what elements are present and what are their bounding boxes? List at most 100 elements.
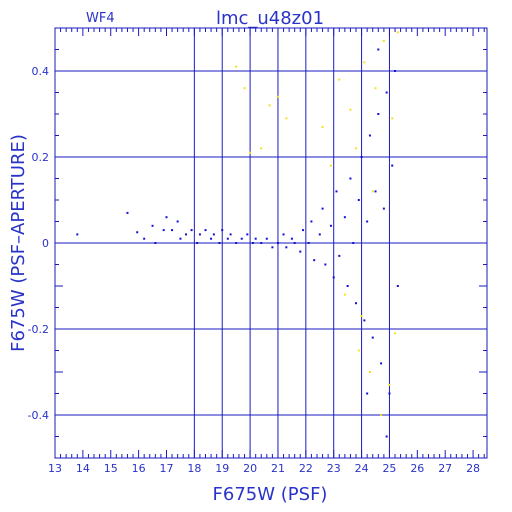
x-tick-label: 17 xyxy=(159,462,173,475)
data-point xyxy=(196,242,199,244)
plot-frame xyxy=(54,27,488,459)
x-tick-label: 25 xyxy=(382,462,396,475)
data-point xyxy=(355,302,358,305)
data-point xyxy=(282,233,285,236)
data-point xyxy=(151,224,154,227)
data-point xyxy=(349,108,352,111)
data-point xyxy=(396,31,399,34)
y-tick-label: 0 xyxy=(42,237,49,250)
grid-lines xyxy=(55,28,487,458)
data-point xyxy=(366,392,369,395)
data-point xyxy=(335,190,338,193)
data-point xyxy=(385,91,388,94)
data-point xyxy=(321,125,324,128)
x-tick-label: 14 xyxy=(76,462,90,475)
data-point xyxy=(302,229,305,232)
data-point xyxy=(360,315,363,318)
data-point xyxy=(382,39,385,42)
data-point xyxy=(229,233,232,236)
data-point xyxy=(391,117,394,120)
data-point xyxy=(276,242,279,244)
data-point xyxy=(357,349,360,352)
data-point xyxy=(171,229,174,232)
data-point xyxy=(184,233,187,236)
x-tick-label: 24 xyxy=(355,462,369,475)
data-point xyxy=(235,65,238,68)
data-point xyxy=(329,224,332,227)
panel-label: WF4 xyxy=(86,11,115,26)
x-tick-label: 27 xyxy=(438,462,452,475)
data-point xyxy=(190,229,193,232)
data-point xyxy=(276,95,279,98)
data-point xyxy=(394,70,397,72)
x-tick-label: 23 xyxy=(327,462,341,475)
x-tick-label: 18 xyxy=(187,462,201,475)
data-point xyxy=(310,220,313,223)
data-point xyxy=(179,237,182,240)
data-point xyxy=(246,233,249,236)
data-point xyxy=(396,285,399,287)
data-point xyxy=(265,237,268,240)
data-point xyxy=(235,242,238,244)
data-point xyxy=(260,147,263,150)
data-point xyxy=(243,87,246,90)
y-tick-label: -0.4 xyxy=(28,409,49,422)
data-point xyxy=(388,392,391,395)
y-tick-label: -0.2 xyxy=(28,323,49,336)
data-points xyxy=(76,31,399,438)
data-point xyxy=(249,151,252,154)
data-point xyxy=(371,336,374,339)
data-point xyxy=(324,263,327,266)
x-tick-label: 26 xyxy=(410,462,424,475)
x-axis-label: F675W (PSF) xyxy=(213,484,328,505)
data-point xyxy=(371,190,374,193)
data-point xyxy=(368,371,371,373)
data-point xyxy=(360,156,363,158)
data-point xyxy=(154,242,157,244)
x-tick-label: 28 xyxy=(466,462,480,475)
data-point xyxy=(293,242,296,244)
data-point xyxy=(307,242,310,244)
data-point xyxy=(221,229,224,232)
data-point xyxy=(380,414,383,416)
data-point xyxy=(352,242,355,244)
data-point xyxy=(143,237,146,240)
x-tick-label: 13 xyxy=(48,462,62,475)
data-point xyxy=(318,233,321,236)
data-point xyxy=(394,332,397,335)
data-point xyxy=(251,242,254,244)
data-point xyxy=(380,362,383,365)
x-tick-label: 20 xyxy=(243,462,257,475)
data-point xyxy=(346,285,349,287)
data-point xyxy=(338,254,341,257)
data-point xyxy=(204,229,207,232)
data-point xyxy=(240,237,243,240)
data-point xyxy=(285,246,288,249)
data-point xyxy=(198,233,201,236)
chart-title: lmc_u48z01 xyxy=(216,8,324,29)
data-point xyxy=(377,113,380,115)
data-point xyxy=(285,117,288,120)
x-tick-label: 21 xyxy=(271,462,285,475)
data-point xyxy=(363,61,366,64)
data-point xyxy=(363,319,366,322)
data-point xyxy=(254,237,257,240)
data-point xyxy=(329,164,332,167)
data-point xyxy=(332,276,335,279)
data-point xyxy=(343,216,346,219)
data-point xyxy=(374,87,377,90)
axis-ticks: 13 14 15 16 17 18 19 20 21 22 23 24 25 26 27 28 0.4 0.2 0 -… xyxy=(28,27,487,475)
data-point xyxy=(268,104,271,107)
data-point xyxy=(210,237,213,240)
data-point xyxy=(368,134,371,137)
data-point xyxy=(382,207,385,210)
y-tick-label: 0.4 xyxy=(32,65,50,78)
data-point xyxy=(212,233,215,236)
x-tick-label: 19 xyxy=(215,462,229,475)
data-point xyxy=(377,48,380,51)
x-tick-label: 22 xyxy=(299,462,313,475)
data-point xyxy=(357,199,360,201)
data-point xyxy=(349,177,352,180)
data-point xyxy=(388,383,391,386)
